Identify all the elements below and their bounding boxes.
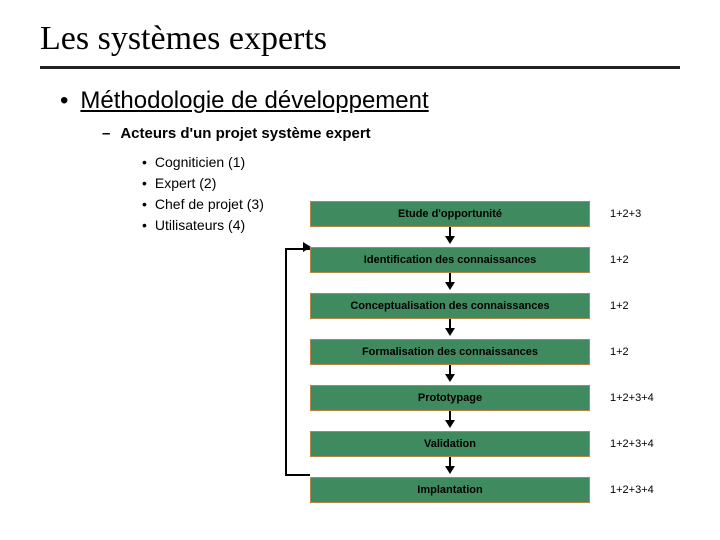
heading-level1: • Méthodologie de développement: [60, 87, 720, 115]
actor-label: Utilisateurs (4): [155, 215, 245, 236]
bullet-dot-icon: •: [60, 87, 68, 115]
flow-step: Prototypage 1+2+3+4: [310, 384, 710, 412]
flowchart: Etude d'opportunité 1+2+3 Identification…: [310, 200, 710, 522]
flow-code: 1+2+3+4: [610, 392, 654, 404]
flow-box: Identification des connaissances: [310, 247, 590, 273]
flow-step: Formalisation des connaissances 1+2: [310, 338, 710, 366]
arrow-down-icon: [445, 227, 455, 245]
arrow-down-icon: [445, 319, 455, 337]
flow-code: 1+2: [610, 346, 629, 358]
flow-code: 1+2+3: [610, 208, 641, 220]
flow-box: Etude d'opportunité: [310, 201, 590, 227]
subheading-text: Acteurs d'un projet système expert: [120, 125, 370, 142]
flow-box: Validation: [310, 431, 590, 457]
bullet-dash-icon: –: [102, 125, 110, 142]
flow-step: Identification des connaissances 1+2: [310, 246, 710, 274]
bullet-icon: •: [142, 173, 147, 194]
flow-step: Validation 1+2+3+4: [310, 430, 710, 458]
page-title: Les systèmes experts: [0, 0, 720, 58]
flow-step: Conceptualisation des connaissances 1+2: [310, 292, 710, 320]
list-item: • Expert (2): [142, 173, 720, 194]
heading-level2: – Acteurs d'un projet système expert: [102, 125, 720, 142]
bullet-icon: •: [142, 215, 147, 236]
flow-box: Implantation: [310, 477, 590, 503]
arrow-down-icon: [445, 457, 455, 475]
flow-code: 1+2+3+4: [610, 438, 654, 450]
heading-text: Méthodologie de développement: [80, 87, 428, 115]
flow-step: Implantation 1+2+3+4: [310, 476, 710, 504]
bullet-icon: •: [142, 152, 147, 173]
flow-code: 1+2+3+4: [610, 484, 654, 496]
flow-box: Conceptualisation des connaissances: [310, 293, 590, 319]
actor-label: Chef de projet (3): [155, 194, 264, 215]
flow-code: 1+2: [610, 300, 629, 312]
arrow-down-icon: [445, 411, 455, 429]
flow-code: 1+2: [610, 254, 629, 266]
actor-label: Cogniticien (1): [155, 152, 245, 173]
list-item: • Cogniticien (1): [142, 152, 720, 173]
actor-label: Expert (2): [155, 173, 216, 194]
flow-box: Prototypage: [310, 385, 590, 411]
feedback-loop-line: [285, 248, 310, 476]
arrow-down-icon: [445, 273, 455, 291]
flow-box: Formalisation des connaissances: [310, 339, 590, 365]
arrow-down-icon: [445, 365, 455, 383]
bullet-icon: •: [142, 194, 147, 215]
flow-step: Etude d'opportunité 1+2+3: [310, 200, 710, 228]
